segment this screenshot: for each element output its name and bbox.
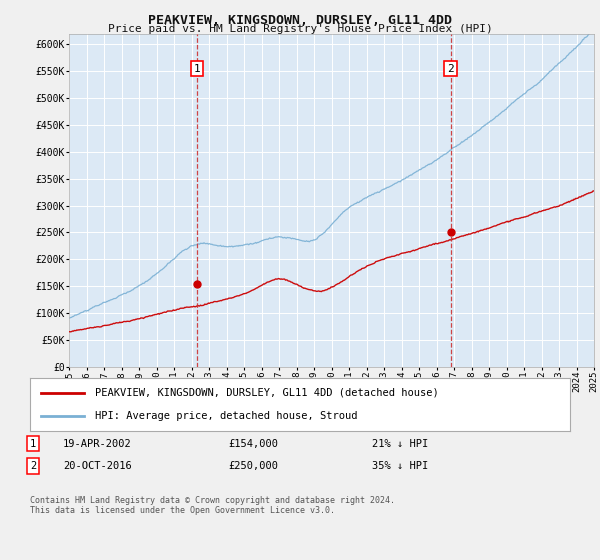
Text: Contains HM Land Registry data © Crown copyright and database right 2024.
This d: Contains HM Land Registry data © Crown c…: [30, 496, 395, 515]
Text: 35% ↓ HPI: 35% ↓ HPI: [372, 461, 428, 471]
Text: £250,000: £250,000: [228, 461, 278, 471]
Text: £154,000: £154,000: [228, 438, 278, 449]
Text: PEAKVIEW, KINGSDOWN, DURSLEY, GL11 4DD: PEAKVIEW, KINGSDOWN, DURSLEY, GL11 4DD: [148, 14, 452, 27]
Text: Price paid vs. HM Land Registry's House Price Index (HPI): Price paid vs. HM Land Registry's House …: [107, 24, 493, 34]
Text: 1: 1: [193, 64, 200, 73]
Text: 2: 2: [30, 461, 36, 471]
Text: 20-OCT-2016: 20-OCT-2016: [63, 461, 132, 471]
Text: 1: 1: [30, 438, 36, 449]
Text: 2: 2: [447, 64, 454, 73]
Text: PEAKVIEW, KINGSDOWN, DURSLEY, GL11 4DD (detached house): PEAKVIEW, KINGSDOWN, DURSLEY, GL11 4DD (…: [95, 388, 439, 398]
Text: HPI: Average price, detached house, Stroud: HPI: Average price, detached house, Stro…: [95, 411, 358, 421]
Text: 21% ↓ HPI: 21% ↓ HPI: [372, 438, 428, 449]
Text: 19-APR-2002: 19-APR-2002: [63, 438, 132, 449]
